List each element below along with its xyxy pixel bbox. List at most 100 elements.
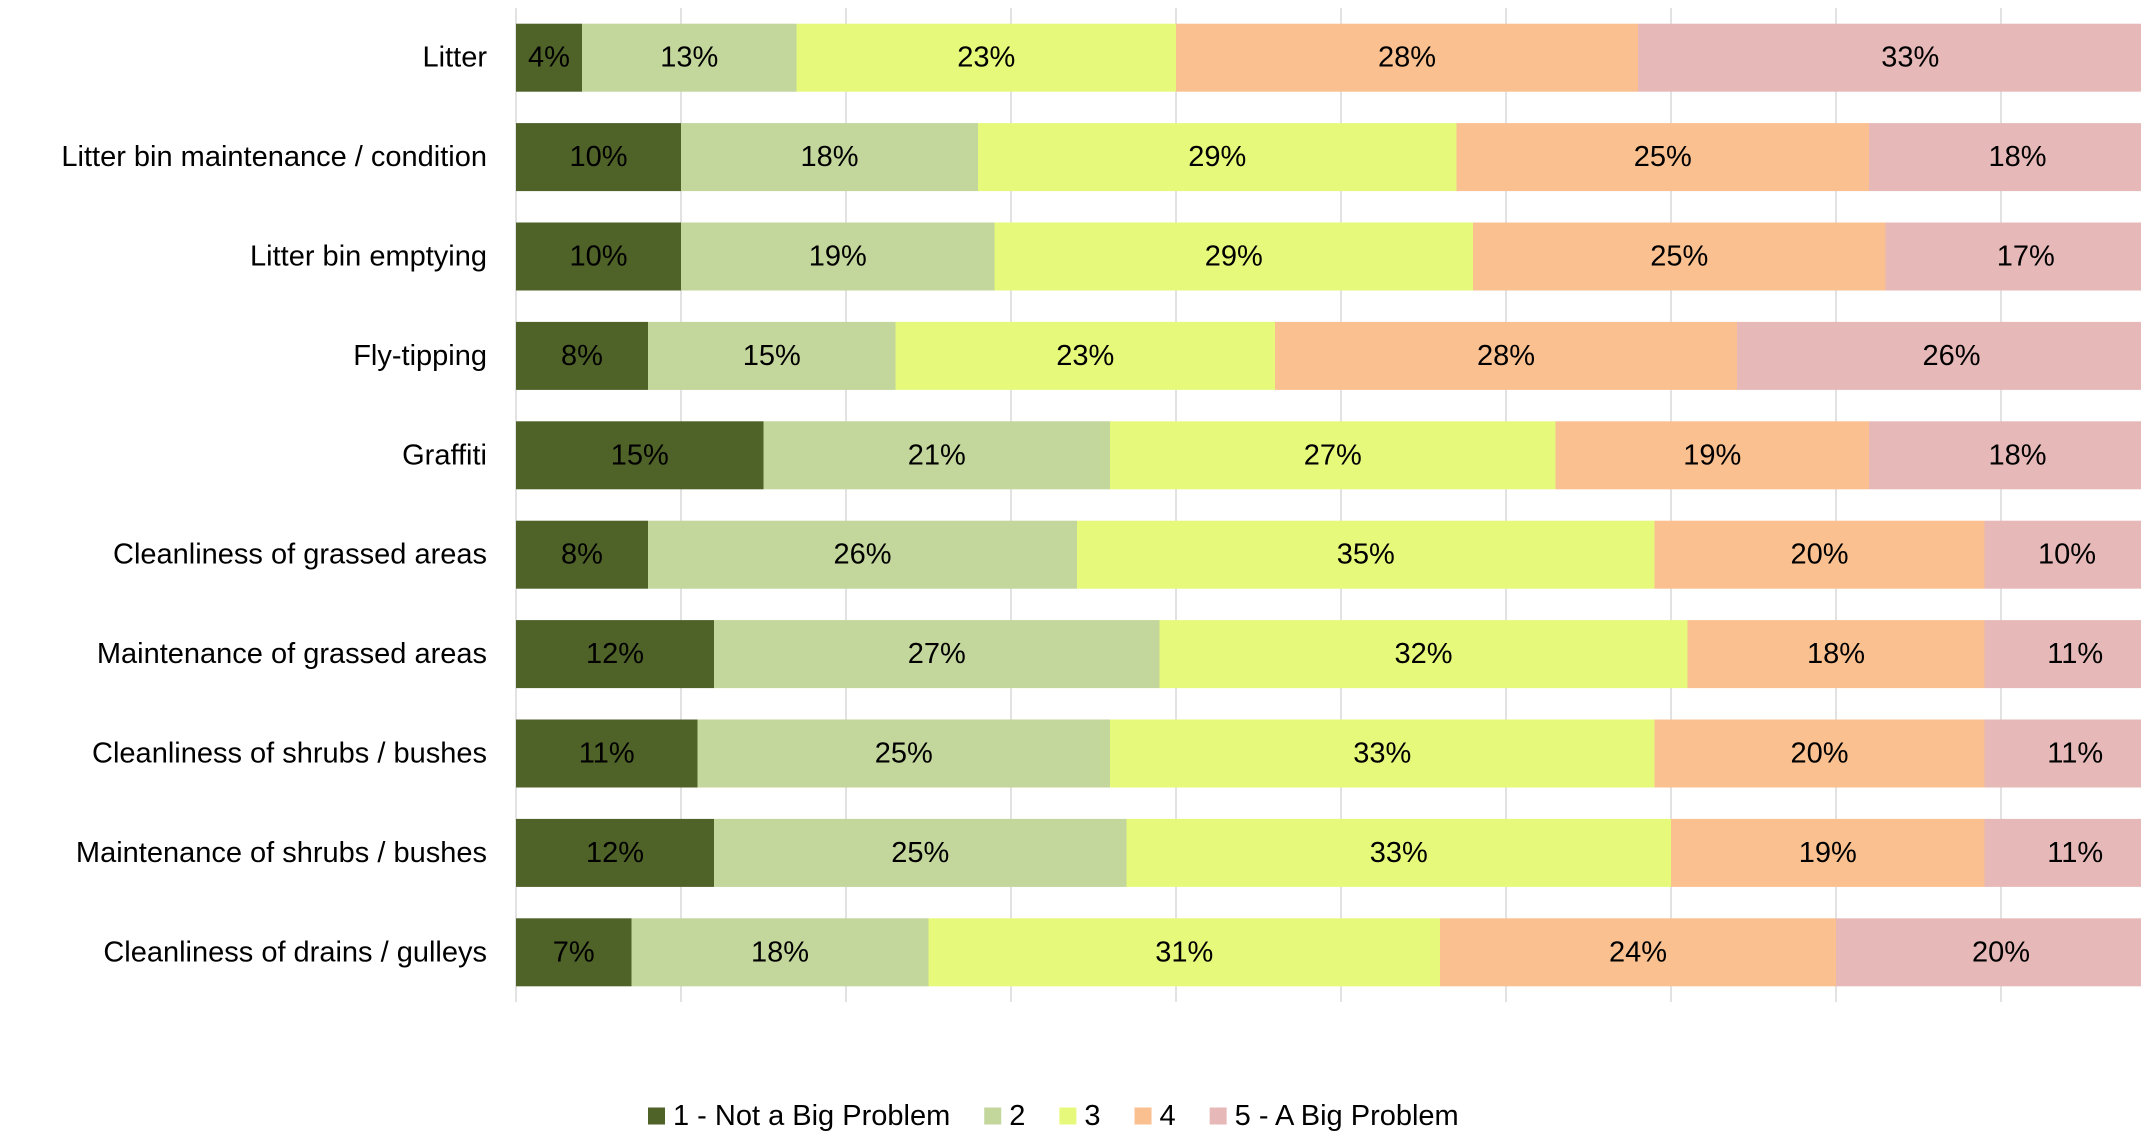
bar-segment [1654, 719, 1985, 788]
legend-swatch [984, 1107, 1002, 1125]
legend: 1 - Not a Big Problem 2 3 4 5 - A Big Proble… [648, 1100, 1459, 1132]
bar-segment [1836, 918, 2141, 987]
bar-segment [714, 620, 1160, 689]
category-label: Cleanliness of drains / gulleys [103, 936, 487, 968]
data-label: 10% [569, 241, 627, 273]
legend-swatch [1059, 1107, 1077, 1125]
legend-label: 4 [1160, 1100, 1176, 1132]
data-label: 25% [875, 738, 933, 770]
data-label: 23% [1056, 340, 1114, 372]
category-label: Fly-tipping [353, 340, 487, 372]
category-label: Maintenance of shrubs / bushes [76, 837, 487, 869]
data-label: 19% [809, 241, 867, 273]
bar-segment [1654, 520, 1985, 589]
bar-segment [1687, 620, 1985, 689]
data-label: 27% [1304, 439, 1362, 471]
bar-segment [928, 918, 1440, 987]
data-label: 20% [1972, 936, 2030, 968]
category-label: Litter [423, 42, 488, 74]
legend-label: 2 [1009, 1100, 1025, 1132]
data-label: 28% [1477, 340, 1535, 372]
bar-segment [1984, 620, 2141, 689]
bar-segment [582, 23, 797, 92]
data-label: 4% [528, 42, 570, 74]
bar-segment [1671, 818, 1985, 887]
data-label: 23% [957, 42, 1015, 74]
data-label: 29% [1205, 241, 1263, 273]
bar-segment [1984, 719, 2141, 788]
data-label: 19% [1683, 439, 1741, 471]
bar-segment [516, 222, 681, 291]
category-label: Graffiti [402, 439, 487, 471]
bar-segment [1555, 421, 1869, 490]
bar-segment [516, 620, 714, 689]
bar-segment [978, 123, 1457, 192]
data-label: 25% [891, 837, 949, 869]
legend-swatch [648, 1107, 665, 1125]
bar-segment [763, 421, 1110, 490]
data-label: 21% [908, 439, 966, 471]
data-label: 17% [1997, 241, 2055, 273]
data-label: 7% [553, 936, 595, 968]
category-label: Maintenance of grassed areas [97, 638, 487, 670]
data-label: 12% [586, 837, 644, 869]
bar-segment [516, 818, 714, 887]
legend-label: 3 [1084, 1100, 1100, 1132]
data-label: 31% [1155, 936, 1213, 968]
bar-segment [516, 918, 632, 987]
data-label: 8% [561, 340, 603, 372]
data-label: 18% [1988, 439, 2046, 471]
category-labels: Litter Litter bin maintenance / condition… [61, 42, 487, 969]
bar-segment [516, 23, 582, 92]
data-label: 8% [561, 539, 603, 571]
bar-segment [1110, 421, 1556, 490]
bar-segment [1984, 520, 2141, 589]
data-label: 10% [569, 141, 627, 173]
category-label: Litter bin emptying [250, 241, 487, 273]
bar-segment [516, 520, 648, 589]
bar-segment [1984, 818, 2141, 887]
bars: 4% 13% 23% 28% 33% 10% 18% 29% 25% 18% 10% 19% 29% 25… [516, 23, 2141, 987]
data-label: 10% [2038, 539, 2096, 571]
bar-segment [1110, 719, 1655, 788]
data-label: 25% [1650, 241, 1708, 273]
bar-segment [1456, 123, 1869, 192]
data-label: 28% [1378, 42, 1436, 74]
category-label: Litter bin maintenance / condition [61, 141, 487, 173]
data-label: 11% [579, 738, 635, 770]
bar-segment [994, 222, 1473, 291]
data-label: 20% [1790, 539, 1848, 571]
bar-segment [1737, 321, 2141, 390]
data-label: 15% [743, 340, 801, 372]
bar-segment [1885, 222, 2141, 291]
bar-segment [516, 719, 698, 788]
bar-segment [648, 520, 1077, 589]
bar-segment [1275, 321, 1737, 390]
category-label: Cleanliness of shrubs / bushes [92, 738, 487, 770]
bar-segment [516, 421, 764, 490]
bar-segment [516, 321, 648, 390]
data-label: 33% [1881, 42, 1939, 74]
legend-label: 5 - A Big Problem [1235, 1100, 1459, 1132]
legend-label: 1 - Not a Big Problem [673, 1100, 950, 1132]
data-label: 18% [800, 141, 858, 173]
data-label: 19% [1799, 837, 1857, 869]
data-label: 27% [908, 638, 966, 670]
bar-segment [648, 321, 896, 390]
data-label: 11% [2047, 638, 2103, 670]
bar-segment [1440, 918, 1836, 987]
bar-segment [631, 918, 929, 987]
data-label: 12% [586, 638, 644, 670]
data-label: 33% [1370, 837, 1428, 869]
legend-swatch [1209, 1107, 1227, 1125]
data-label: 35% [1337, 539, 1395, 571]
category-label: Cleanliness of grassed areas [113, 539, 487, 571]
bar-segment [1473, 222, 1886, 291]
data-label: 15% [611, 439, 669, 471]
data-label: 11% [2047, 837, 2103, 869]
data-label: 24% [1609, 936, 1667, 968]
bar-segment [1869, 421, 2141, 490]
data-label: 29% [1188, 141, 1246, 173]
bar-segment [1176, 23, 1638, 92]
